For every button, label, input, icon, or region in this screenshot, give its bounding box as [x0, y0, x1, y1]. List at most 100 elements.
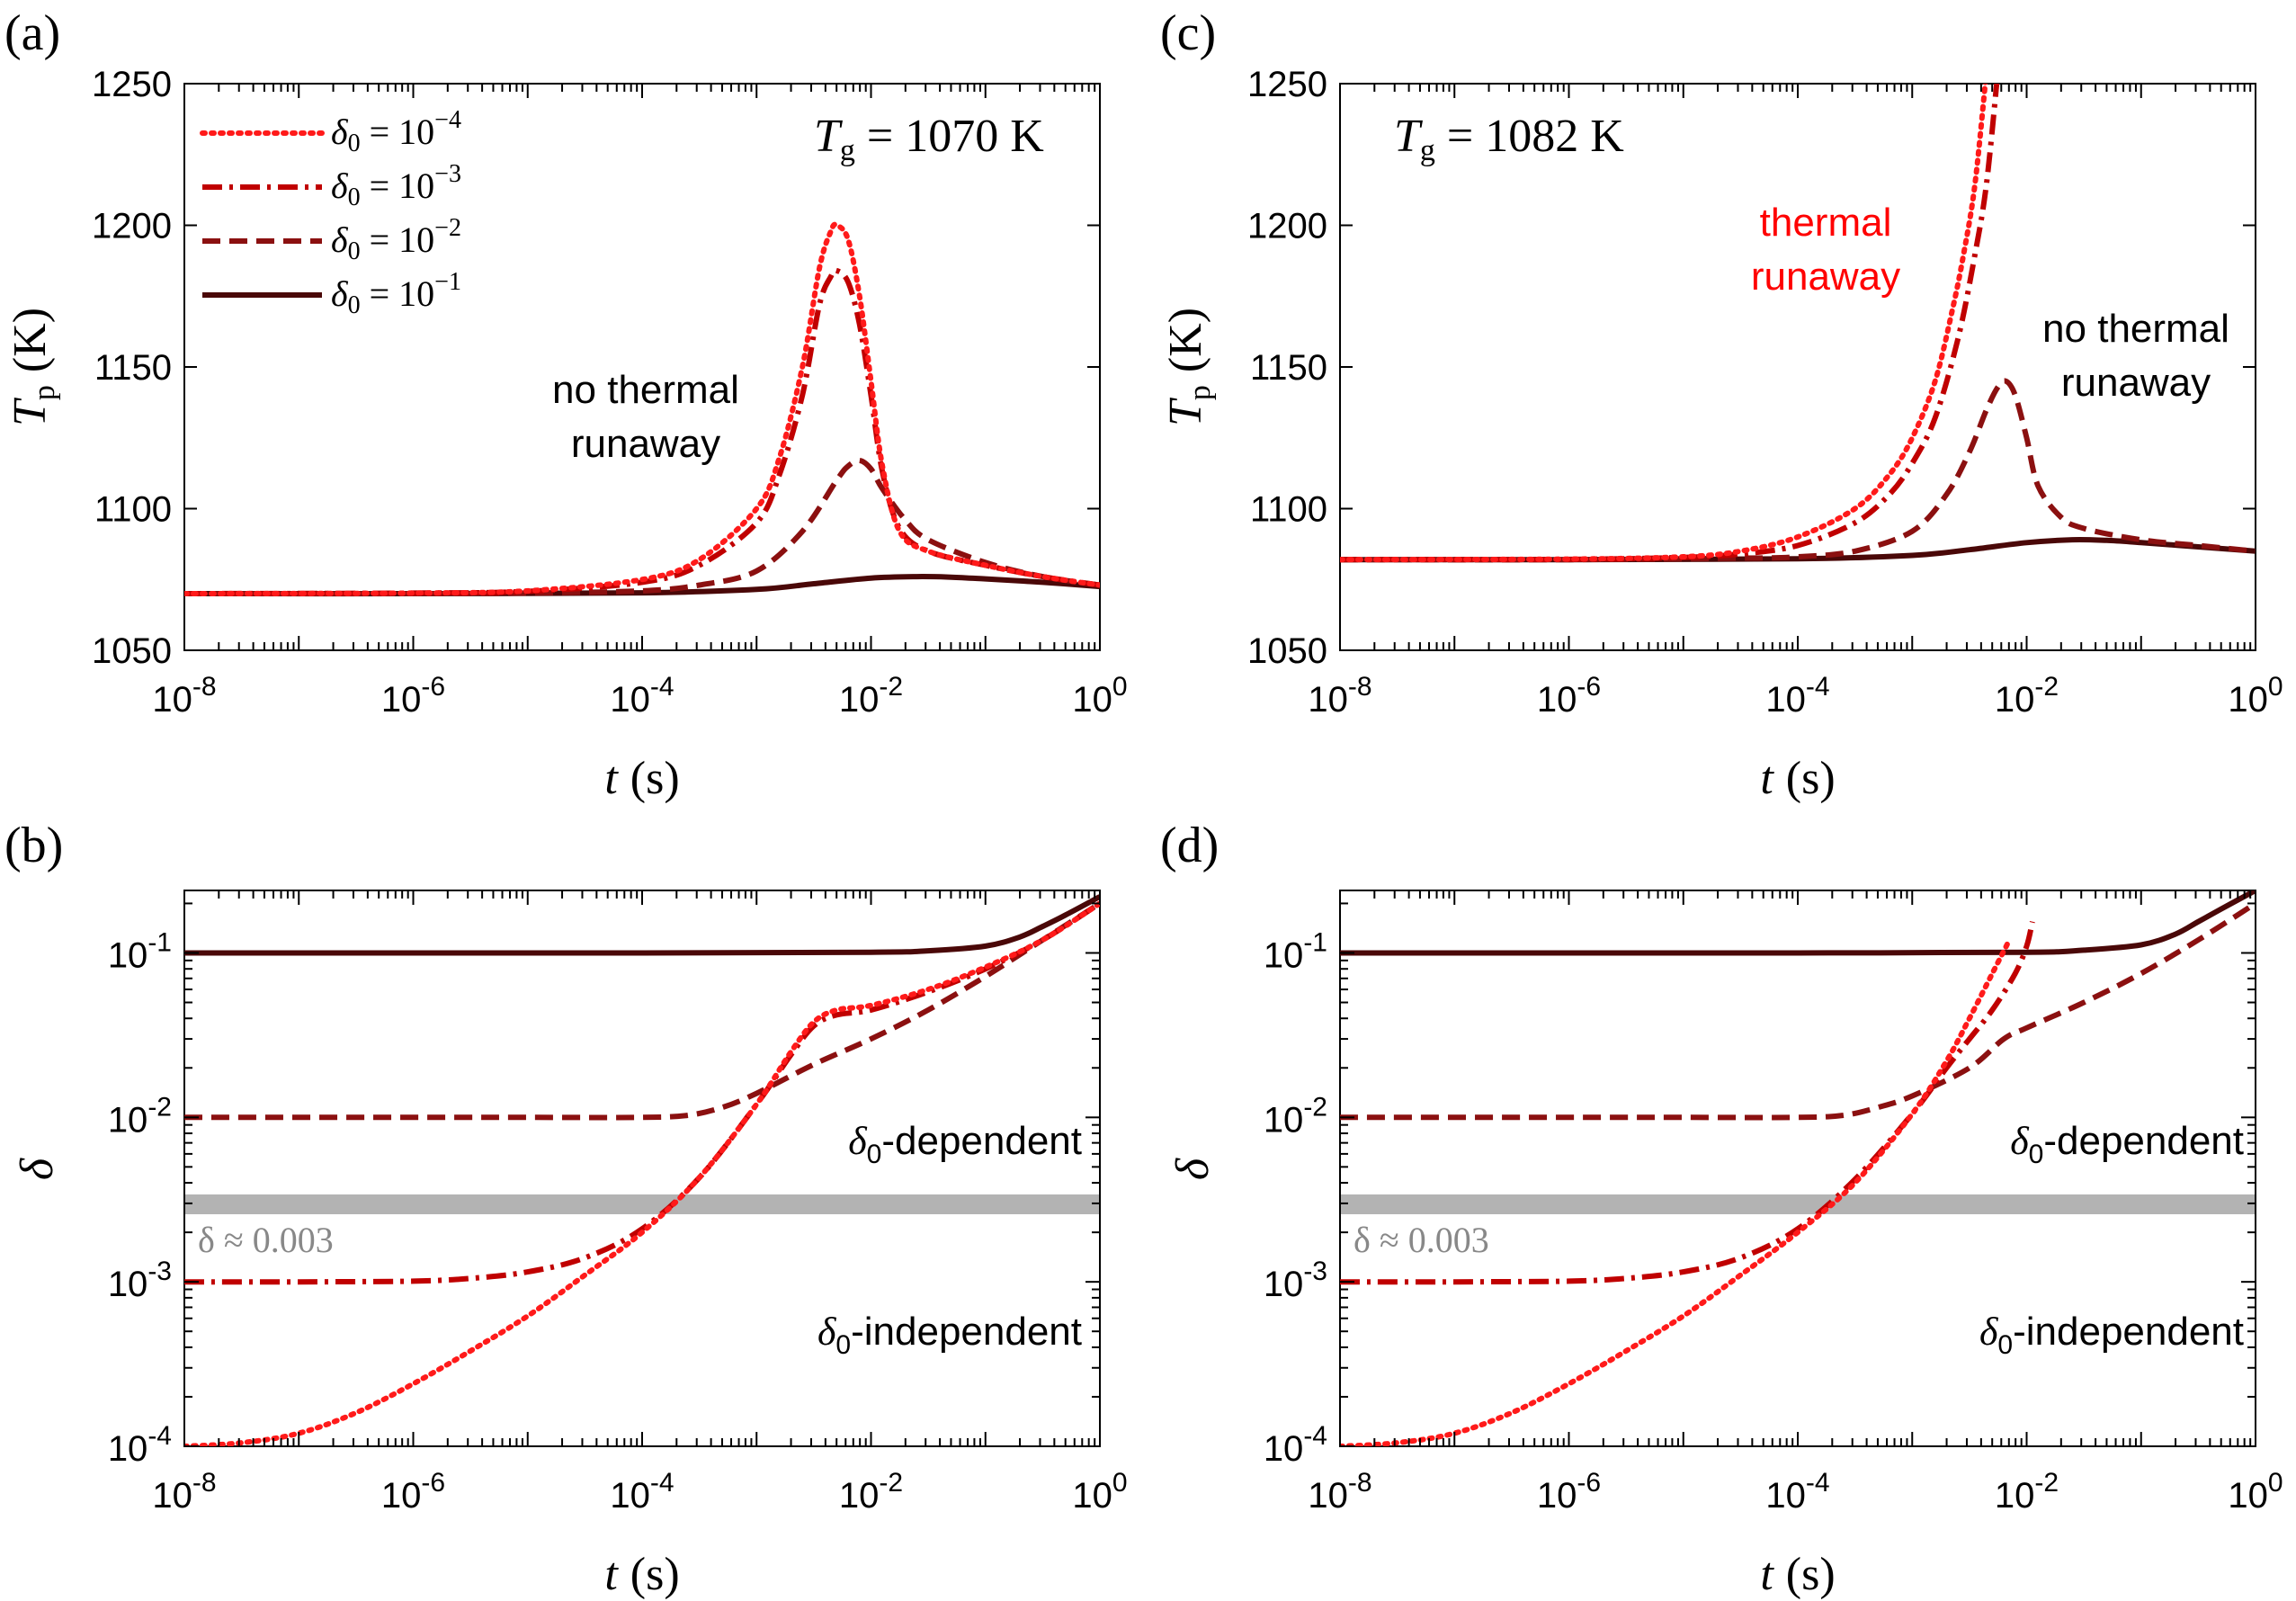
series-line-d1	[184, 894, 1100, 956]
x-tick-label: 10-4	[1765, 672, 1829, 720]
x-tick-label: 10-8	[152, 672, 216, 720]
series-lines-a	[184, 221, 1100, 597]
x-ticks-d: 10-8 10-6 10-4 10-2 100	[1308, 890, 2283, 1516]
y-axis-title-b: δ	[12, 1158, 63, 1180]
x-tick-label: 10-4	[610, 1468, 674, 1516]
svg-text:δ0 = 10−1: δ0 = 10−1	[331, 268, 461, 319]
panel-label-a: (a)	[4, 5, 60, 61]
region-dependent-b: δ0-dependent	[848, 1119, 1082, 1169]
x-tick-label: 100	[1072, 672, 1127, 720]
plot-frame-d	[1339, 890, 2256, 1447]
tg-label-c: Tg = 1082 K	[1394, 111, 1624, 167]
y-ticks-a: 1050 1100 1150 1200 1250	[92, 65, 1100, 671]
svg-text:δ0 = 10−3: δ0 = 10−3	[331, 160, 461, 211]
region-dependent-d: δ0-dependent	[2010, 1119, 2244, 1169]
legend-entry-d2: δ0 = 10−2	[202, 214, 461, 265]
x-axis-title-c: t (s)	[1760, 753, 1835, 804]
panel-label-b: (b)	[4, 818, 63, 873]
region-independent-b: δ0-independent	[817, 1310, 1082, 1360]
x-tick-label: 100	[2228, 1468, 2283, 1516]
y-tick-label: 1150	[1250, 348, 1327, 388]
y-tick-label: 10-3	[1264, 1257, 1327, 1304]
x-tick-label: 10-2	[839, 672, 903, 720]
band-label-b: δ ≈ 0.003	[198, 1220, 334, 1260]
series-lines-c	[1340, 84, 2256, 563]
y-tick-label: 1100	[94, 490, 172, 530]
y-tick-label: 10-1	[108, 927, 172, 975]
y-tick-label: 10-4	[108, 1421, 172, 1469]
y-tick-label: 1150	[94, 348, 172, 388]
series-line-d2	[184, 457, 1100, 597]
series-lines-d	[1340, 890, 2256, 1446]
series-line-d4	[1340, 84, 1988, 563]
x-axis-title-d: t (s)	[1760, 1549, 1835, 1600]
x-axis-title-a: t (s)	[604, 753, 679, 804]
note-runaway-c-line2: runaway	[1751, 255, 1900, 299]
series-line-d2	[184, 900, 1100, 1121]
x-ticks-a: 10-8 10-6 10-4 10-2 100	[152, 84, 1128, 720]
panel-d: (d) 10-4 10-3 10-2 10-1 10-8 10-6 10-4 10-2 100…	[1160, 818, 2283, 1600]
y-ticks-c: 1050 1100 1150 1200 1250	[1247, 65, 2256, 671]
series-line-d2	[1340, 378, 2256, 563]
plot-frame-a	[183, 83, 1101, 651]
svg-text:δ0 = 10−2: δ0 = 10−2	[331, 214, 461, 265]
region-independent-d: δ0-independent	[1979, 1310, 2244, 1360]
y-tick-label: 1200	[1247, 207, 1327, 246]
x-tick-label: 10-2	[1995, 1468, 2059, 1516]
y-axis-title-c: Tp(K)	[1160, 308, 1217, 426]
svg-text:δ0 = 10−4: δ0 = 10−4	[331, 106, 461, 157]
series-line-d4	[1340, 937, 2013, 1446]
x-tick-label: 100	[1072, 1468, 1127, 1516]
x-ticks-c: 10-8 10-6 10-4 10-2 100	[1308, 84, 2283, 720]
legend: δ0 = 10−4 δ0 = 10−3 δ0 = 10−2 δ0 = 10−1	[200, 106, 461, 319]
y-ticks-d: 10-4 10-3 10-2 10-1	[1264, 902, 2256, 1469]
threshold-band-b	[184, 1194, 1100, 1214]
series-line-d4	[184, 221, 1100, 596]
note-no-runaway-c-line1: no thermal	[2042, 307, 2229, 351]
legend-entry-d4: δ0 = 10−4	[200, 106, 461, 157]
y-tick-label: 1050	[92, 631, 172, 671]
y-tick-label: 1050	[1247, 631, 1327, 671]
series-line-d1	[1340, 890, 2256, 956]
x-tick-label: 10-6	[381, 672, 445, 720]
legend-entry-d3: δ0 = 10−3	[202, 160, 461, 211]
threshold-band-d	[1340, 1194, 2256, 1214]
series-line-d1	[1340, 536, 2256, 563]
x-tick-label: 10-4	[610, 672, 674, 720]
x-tick-label: 10-4	[1765, 1468, 1829, 1516]
y-tick-label: 10-2	[108, 1092, 172, 1140]
series-line-d4	[184, 900, 1100, 1446]
note-no-runaway-c-line2: runaway	[2061, 361, 2211, 405]
panel-label-c: (c)	[1160, 5, 1216, 61]
y-ticks-b: 10-4 10-3 10-2 10-1	[108, 902, 1100, 1469]
y-tick-label: 1250	[1247, 65, 1327, 104]
series-line-d2	[1340, 900, 2256, 1121]
y-tick-label: 10-3	[108, 1257, 172, 1304]
note-no-runaway-a-line1: no thermal	[552, 368, 739, 412]
panel-label-d: (d)	[1160, 818, 1219, 873]
series-line-d3	[1340, 84, 2000, 563]
y-tick-label: 1250	[92, 65, 172, 104]
x-tick-label: 10-8	[1308, 1468, 1371, 1516]
x-tick-label: 10-2	[1995, 672, 2059, 720]
x-tick-label: 10-6	[1537, 672, 1601, 720]
x-tick-label: 100	[2228, 672, 2283, 720]
series-lines-b	[184, 894, 1100, 1446]
x-tick-label: 10-2	[839, 1468, 903, 1516]
note-no-runaway-a-line2: runaway	[571, 422, 720, 466]
x-tick-label: 10-8	[152, 1468, 216, 1516]
series-line-d3	[184, 900, 1100, 1285]
panel-b: (b) 10-4 10-3 10-2 10-1 10-8 10-6 10-4 10-2 100…	[4, 818, 1128, 1600]
y-axis-title-a: Tp(K)	[4, 308, 61, 426]
x-tick-label: 10-6	[381, 1468, 445, 1516]
y-tick-label: 1100	[1250, 490, 1327, 530]
band-label-d: δ ≈ 0.003	[1353, 1220, 1489, 1260]
x-tick-label: 10-8	[1308, 672, 1371, 720]
y-axis-title-d: δ	[1167, 1158, 1219, 1180]
y-tick-label: 1200	[92, 207, 172, 246]
x-tick-label: 10-6	[1537, 1468, 1601, 1516]
x-ticks-b: 10-8 10-6 10-4 10-2 100	[152, 890, 1128, 1516]
